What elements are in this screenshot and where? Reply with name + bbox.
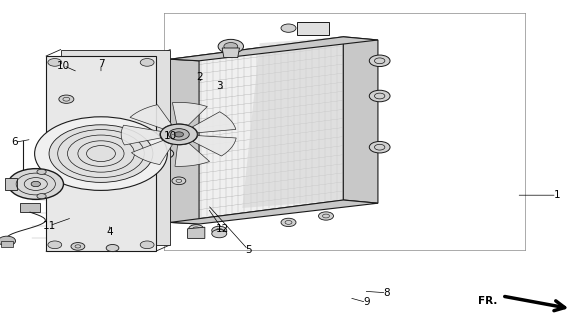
Polygon shape: [343, 37, 378, 203]
Polygon shape: [61, 50, 170, 245]
Polygon shape: [193, 136, 236, 156]
Text: 4: 4: [106, 227, 113, 237]
Circle shape: [224, 43, 238, 50]
Circle shape: [369, 55, 390, 67]
Circle shape: [155, 148, 174, 159]
Circle shape: [281, 24, 296, 32]
Circle shape: [168, 129, 189, 140]
Polygon shape: [175, 143, 209, 166]
Circle shape: [281, 218, 296, 227]
Circle shape: [49, 125, 153, 182]
Text: 10: 10: [57, 60, 70, 71]
Text: 3: 3: [216, 81, 223, 92]
Circle shape: [35, 117, 167, 190]
Polygon shape: [170, 37, 378, 61]
Text: 6: 6: [11, 137, 18, 148]
Circle shape: [140, 59, 154, 66]
Polygon shape: [132, 140, 173, 164]
Polygon shape: [1, 241, 13, 247]
Circle shape: [212, 229, 227, 238]
Circle shape: [172, 177, 186, 185]
Circle shape: [71, 243, 85, 250]
Text: 1: 1: [553, 190, 560, 200]
Circle shape: [59, 95, 74, 103]
Circle shape: [37, 169, 46, 174]
Polygon shape: [188, 227, 205, 238]
Polygon shape: [173, 102, 207, 125]
Polygon shape: [242, 37, 343, 208]
Polygon shape: [130, 105, 172, 129]
Polygon shape: [121, 125, 161, 145]
Circle shape: [140, 241, 154, 249]
Circle shape: [369, 90, 390, 102]
Polygon shape: [170, 37, 343, 222]
Circle shape: [174, 132, 183, 137]
Polygon shape: [297, 22, 329, 35]
Circle shape: [0, 236, 16, 246]
Polygon shape: [46, 56, 156, 251]
Circle shape: [369, 141, 390, 153]
Polygon shape: [5, 178, 17, 190]
Text: 9: 9: [363, 297, 370, 308]
Text: 11: 11: [43, 220, 56, 231]
Polygon shape: [222, 48, 239, 58]
Circle shape: [319, 212, 334, 220]
Circle shape: [31, 181, 40, 187]
Text: 12: 12: [216, 224, 228, 234]
Circle shape: [48, 241, 62, 249]
Polygon shape: [20, 203, 40, 212]
Polygon shape: [170, 59, 199, 224]
Text: 10: 10: [164, 131, 177, 141]
Text: 2: 2: [196, 72, 203, 82]
Text: 8: 8: [383, 288, 390, 298]
Circle shape: [160, 124, 197, 145]
Circle shape: [218, 39, 243, 53]
Polygon shape: [170, 200, 378, 224]
Text: 5: 5: [245, 244, 252, 255]
Polygon shape: [192, 112, 236, 133]
Circle shape: [106, 244, 119, 252]
Circle shape: [189, 225, 204, 233]
Circle shape: [48, 59, 62, 66]
Text: 7: 7: [98, 59, 104, 69]
Circle shape: [37, 194, 46, 199]
Circle shape: [8, 169, 63, 199]
Circle shape: [212, 226, 227, 235]
Text: FR.: FR.: [478, 296, 497, 306]
